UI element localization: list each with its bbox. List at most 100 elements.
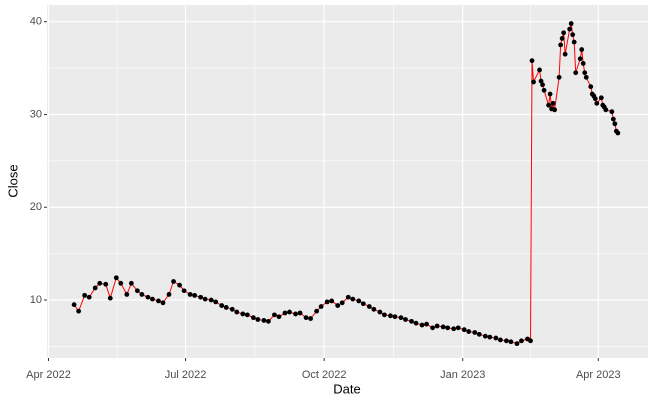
- price-point: [150, 296, 155, 302]
- price-point: [208, 297, 214, 303]
- y-tick-label: 20: [30, 201, 42, 213]
- price-point: [455, 325, 461, 331]
- price-point: [324, 299, 330, 305]
- price-point: [531, 79, 536, 85]
- price-point: [556, 74, 562, 80]
- price-point: [223, 305, 229, 310]
- price-point: [171, 279, 176, 284]
- price-point: [528, 338, 533, 344]
- price-point: [559, 35, 565, 41]
- x-axis-title: Date: [333, 381, 360, 396]
- price-point: [546, 102, 551, 108]
- price-point: [580, 61, 586, 66]
- price-point: [382, 312, 387, 318]
- price-point: [356, 298, 362, 304]
- price-point: [568, 21, 574, 26]
- price-point: [124, 292, 130, 297]
- price-point: [287, 309, 292, 315]
- price-point: [550, 100, 556, 106]
- price-point: [350, 296, 356, 302]
- price-point: [579, 47, 585, 52]
- price-point: [303, 315, 309, 321]
- price-point: [610, 116, 616, 122]
- price-point: [198, 294, 204, 300]
- price-point: [272, 312, 277, 318]
- price-point: [434, 323, 440, 329]
- price-point: [244, 312, 250, 318]
- price-point: [461, 327, 467, 333]
- price-point: [160, 300, 166, 306]
- price-point: [345, 294, 351, 300]
- price-point: [466, 329, 472, 334]
- price-point: [92, 285, 98, 291]
- price-point: [570, 32, 576, 38]
- price-point: [537, 67, 542, 73]
- y-tick-label: 10: [30, 294, 42, 306]
- price-point: [250, 315, 256, 321]
- price-point: [538, 78, 544, 84]
- price-point: [166, 292, 172, 297]
- price-point: [612, 121, 618, 127]
- price-point: [472, 330, 478, 335]
- price-point: [476, 331, 482, 337]
- price-point: [514, 341, 520, 347]
- price-point: [561, 30, 567, 36]
- price-point: [419, 322, 425, 328]
- price-point: [398, 315, 404, 321]
- panel: [47, 5, 648, 358]
- price-point: [234, 309, 240, 315]
- price-point: [308, 316, 313, 321]
- price-point: [594, 100, 600, 106]
- price-point: [588, 84, 594, 90]
- price-point: [409, 318, 414, 324]
- price-point: [156, 298, 161, 304]
- price-point: [552, 107, 558, 113]
- price-point: [219, 303, 225, 308]
- price-point: [567, 26, 573, 32]
- price-point: [202, 296, 208, 302]
- price-point: [297, 310, 303, 316]
- price-point: [440, 324, 446, 330]
- price-point: [388, 313, 393, 319]
- price-point: [128, 280, 134, 286]
- price-point: [181, 288, 187, 294]
- y-tick-label: 30: [30, 108, 42, 120]
- x-tick-label: Apr 2022: [26, 369, 71, 381]
- price-point: [377, 309, 383, 315]
- price-point: [403, 317, 408, 322]
- price-point: [487, 334, 493, 340]
- price-point: [562, 51, 568, 57]
- price-point: [540, 82, 545, 88]
- x-tick-label: Oct 2022: [302, 369, 347, 381]
- price-point: [493, 335, 499, 341]
- price-point: [339, 300, 345, 306]
- price-point: [508, 339, 514, 345]
- price-point: [583, 74, 589, 80]
- price-point: [314, 308, 320, 314]
- x-tick-label: Jul 2022: [165, 369, 207, 381]
- price-point: [577, 56, 583, 62]
- price-point: [192, 292, 198, 298]
- price-point: [482, 333, 488, 339]
- price-point: [240, 311, 246, 317]
- price-point: [504, 338, 509, 344]
- price-point: [329, 298, 335, 304]
- price-point: [497, 337, 503, 343]
- price-point: [424, 321, 429, 327]
- price-point: [609, 109, 615, 115]
- price-point: [139, 292, 145, 297]
- x-tick-label: Jan 2023: [440, 369, 485, 381]
- price-point: [103, 281, 109, 287]
- price-point: [573, 70, 579, 76]
- price-point: [177, 282, 182, 288]
- price-point: [547, 91, 553, 97]
- price-point: [213, 299, 219, 305]
- price-point: [335, 303, 341, 308]
- price-point: [276, 314, 282, 320]
- price-point: [145, 294, 151, 300]
- price-point: [76, 308, 82, 314]
- price-point: [371, 306, 377, 312]
- price-point: [558, 42, 564, 48]
- y-tick-label: 40: [30, 16, 42, 28]
